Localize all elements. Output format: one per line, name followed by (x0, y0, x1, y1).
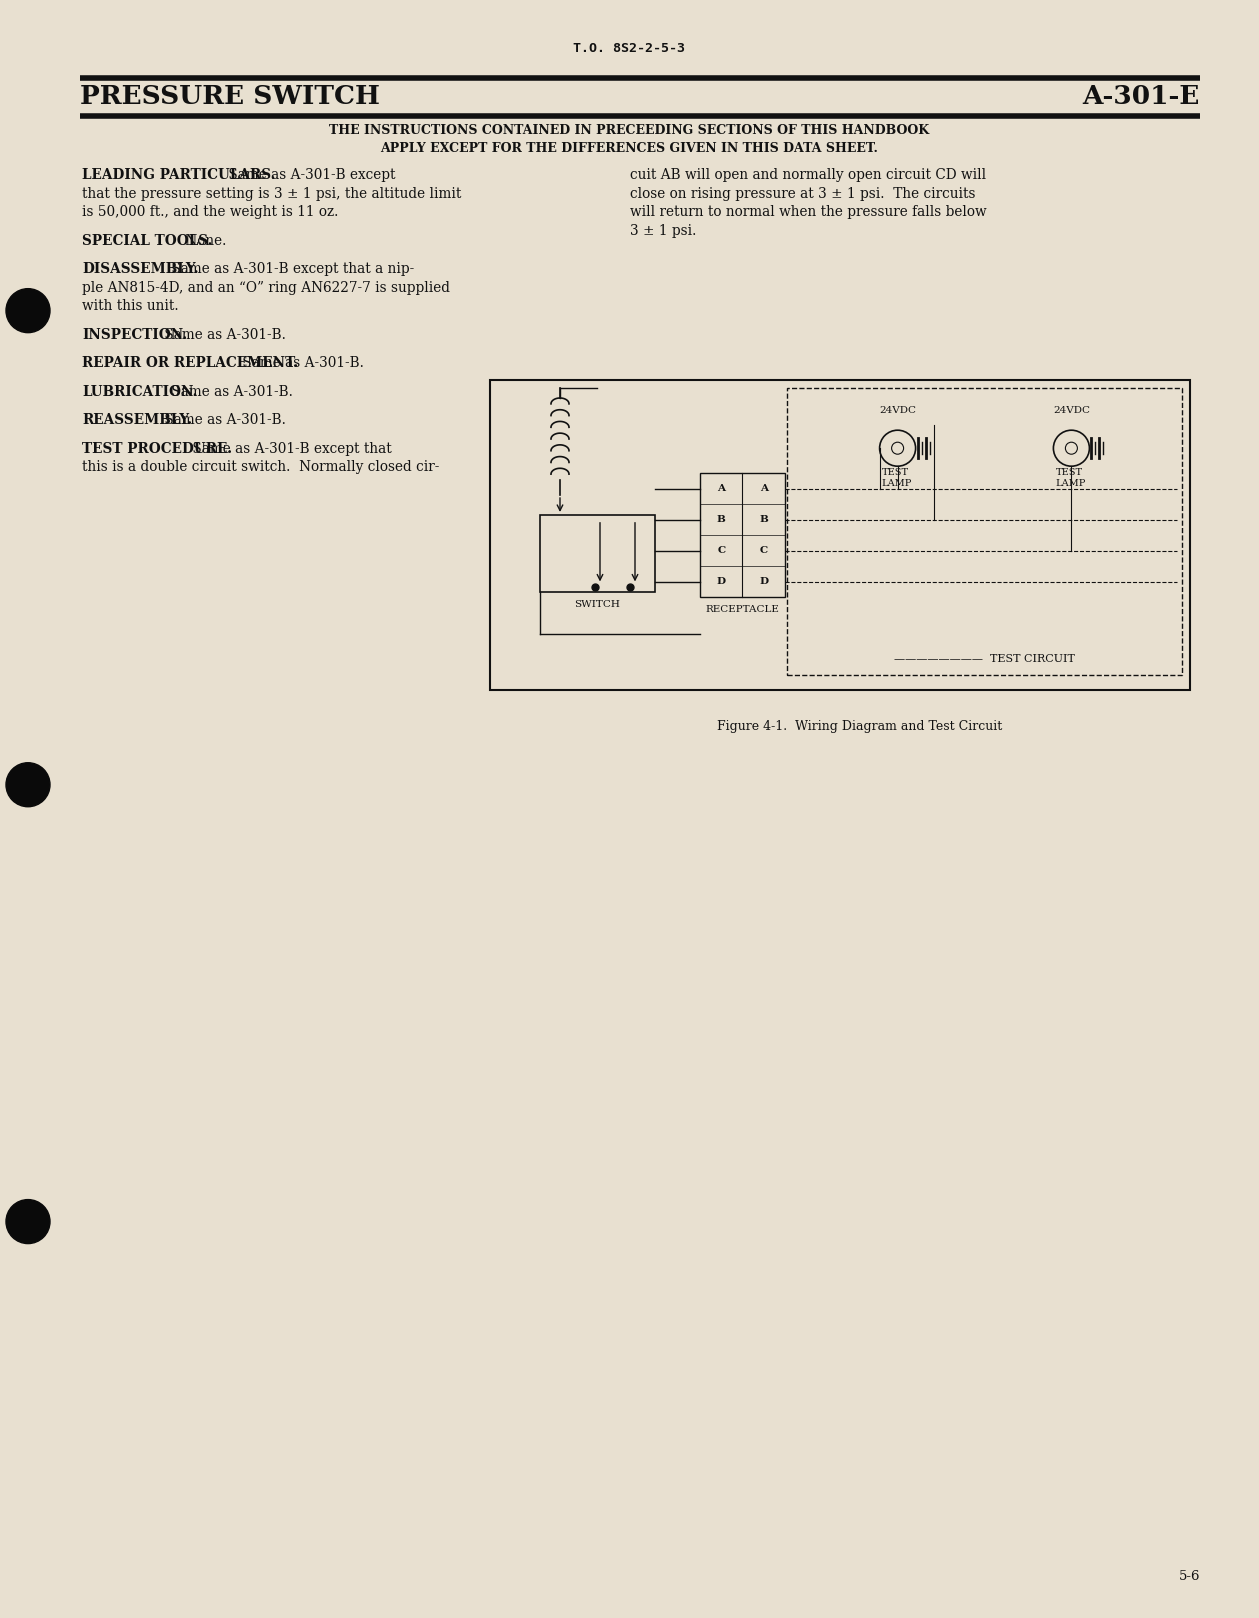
Text: with this unit.: with this unit. (82, 299, 179, 312)
Text: A: A (759, 484, 768, 493)
Circle shape (6, 1199, 50, 1244)
Text: ple AN815-4D, and an “O” ring AN6227-7 is supplied: ple AN815-4D, and an “O” ring AN6227-7 i… (82, 280, 449, 294)
Text: 3 ± 1 psi.: 3 ± 1 psi. (630, 223, 696, 238)
Text: Same as A-301-B except that a nip-: Same as A-301-B except that a nip- (167, 262, 414, 277)
Text: TEST PROCEDURE.: TEST PROCEDURE. (82, 442, 232, 456)
Text: 24VDC: 24VDC (879, 406, 917, 416)
Text: TEST
LAMP: TEST LAMP (1055, 468, 1085, 487)
Text: ————————  TEST CIRCUIT: ———————— TEST CIRCUIT (894, 654, 1075, 663)
Text: will return to normal when the pressure falls below: will return to normal when the pressure … (630, 205, 987, 218)
Bar (490, 380, 1190, 689)
Text: this is a double circuit switch.  Normally closed cir-: this is a double circuit switch. Normall… (82, 460, 439, 474)
Circle shape (6, 762, 50, 807)
Text: DISASSEMBLY.: DISASSEMBLY. (82, 262, 199, 277)
Text: D: D (759, 578, 768, 586)
Text: LUBRICATION.: LUBRICATION. (82, 385, 198, 398)
Text: Same as A-301-B except that: Same as A-301-B except that (189, 442, 393, 456)
Text: 24VDC: 24VDC (1053, 406, 1090, 416)
Text: B: B (716, 515, 725, 524)
Text: close on rising pressure at 3 ± 1 psi.  The circuits: close on rising pressure at 3 ± 1 psi. T… (630, 186, 976, 201)
Text: RECEPTACLE: RECEPTACLE (705, 605, 779, 613)
Text: A-301-E: A-301-E (1083, 84, 1200, 108)
Text: B: B (759, 515, 768, 524)
Text: that the pressure setting is 3 ± 1 psi, the altitude limit: that the pressure setting is 3 ± 1 psi, … (82, 186, 461, 201)
Text: TEST
LAMP: TEST LAMP (881, 468, 912, 487)
Bar (540, 515, 655, 592)
Text: Same as A-301-B except: Same as A-301-B except (224, 168, 395, 181)
Text: Figure 4-1.  Wiring Diagram and Test Circuit: Figure 4-1. Wiring Diagram and Test Circ… (718, 720, 1002, 733)
Text: LEADING PARTICULARS.: LEADING PARTICULARS. (82, 168, 276, 181)
Text: APPLY EXCEPT FOR THE DIFFERENCES GIVEN IN THIS DATA SHEET.: APPLY EXCEPT FOR THE DIFFERENCES GIVEN I… (380, 142, 879, 155)
Text: PRESSURE SWITCH: PRESSURE SWITCH (81, 84, 380, 108)
Text: Same as A-301-B.: Same as A-301-B. (160, 413, 286, 427)
Text: T.O. 8S2-2-5-3: T.O. 8S2-2-5-3 (574, 42, 685, 55)
Text: A: A (718, 484, 725, 493)
Text: THE INSTRUCTIONS CONTAINED IN PRECEEDING SECTIONS OF THIS HANDBOOK: THE INSTRUCTIONS CONTAINED IN PRECEEDING… (330, 125, 929, 138)
Text: C: C (718, 545, 725, 555)
Text: REASSEMBLY.: REASSEMBLY. (82, 413, 193, 427)
Bar (700, 472, 786, 597)
Bar (787, 388, 1182, 675)
Text: C: C (759, 545, 768, 555)
Text: 5-6: 5-6 (1178, 1569, 1200, 1582)
Text: SPECIAL TOOLS.: SPECIAL TOOLS. (82, 233, 213, 248)
Text: is 50,000 ft., and the weight is 11 oz.: is 50,000 ft., and the weight is 11 oz. (82, 205, 339, 218)
Text: REPAIR OR REPLACEMENT.: REPAIR OR REPLACEMENT. (82, 356, 298, 371)
Text: None.: None. (181, 233, 227, 248)
Circle shape (6, 288, 50, 333)
Text: INSPECTION.: INSPECTION. (82, 327, 188, 341)
Text: Same as A-301-B.: Same as A-301-B. (238, 356, 364, 371)
Text: SWITCH: SWITCH (574, 600, 621, 610)
Text: cuit AB will open and normally open circuit CD will: cuit AB will open and normally open circ… (630, 168, 986, 181)
Text: Same as A-301-B.: Same as A-301-B. (167, 385, 293, 398)
Text: Same as A-301-B.: Same as A-301-B. (160, 327, 286, 341)
Text: D: D (716, 578, 725, 586)
